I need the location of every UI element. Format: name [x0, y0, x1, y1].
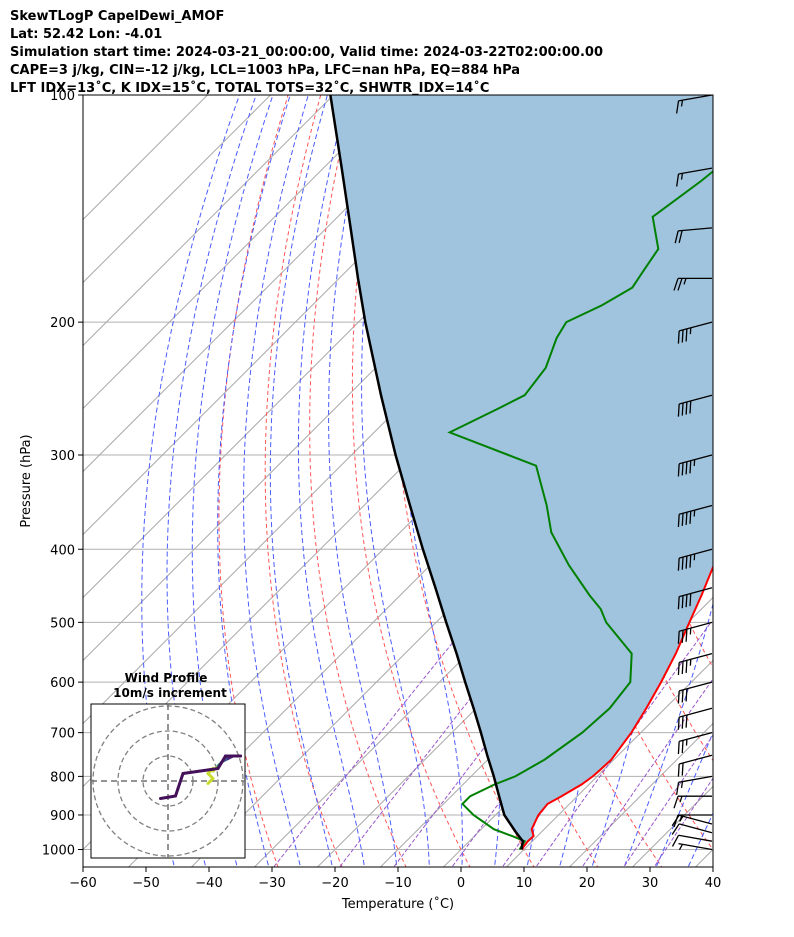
y-axis-ticks: 100 200 300 400 500 600 700 800 900 1000: [42, 89, 83, 859]
y-axis-label: Pressure (hPa): [19, 434, 34, 527]
wind-barb: [677, 548, 713, 571]
moist-adiabat-line: [687, 812, 713, 867]
wind-barb: [676, 167, 713, 187]
wind-barb: [677, 504, 713, 527]
wind-barbs: [671, 95, 713, 851]
dry-adiabat-line: [309, 95, 407, 867]
x-tick-label: 20: [579, 876, 596, 891]
mixing-ratio-line: [535, 622, 712, 867]
x-tick-label: −40: [195, 876, 222, 891]
wind-barb: [677, 587, 713, 610]
x-tick-label: 0: [457, 876, 465, 891]
moist-adiabat-line: [141, 95, 241, 867]
isotherm-line: [83, 95, 272, 284]
y-tick-label: 400: [50, 543, 75, 558]
wind-barb: [676, 775, 713, 795]
isotherm-line: [568, 722, 713, 867]
wind-barb: [677, 707, 713, 730]
chart-title-block: SkewTLogP CapelDewi_AMOF Lat: 52.42 Lon:…: [10, 8, 603, 98]
chart-title-line-4: CAPE=3 j/kg, CIN=-12 j/kg, LCL=1003 hPa,…: [10, 63, 521, 78]
wind-barb: [677, 621, 713, 644]
wind-barb: [671, 834, 713, 847]
y-tick-label: 500: [50, 616, 75, 631]
x-tick-label: 40: [705, 876, 722, 891]
y-tick-label: 1000: [42, 844, 75, 859]
isotherm-line: [505, 659, 713, 867]
y-tick-label: 600: [50, 676, 75, 691]
x-axis-ticks: −60 −50 −40 −30 −20 −10 0 10 20 30 40: [69, 867, 721, 891]
dry-adiabat-line: [351, 95, 471, 867]
moist-adiabat-line: [269, 95, 333, 867]
moist-adiabat-line: [191, 95, 274, 867]
wind-profile-inset: Wind Profile 10m/s increment: [90, 671, 246, 859]
temperature-series: [520, 564, 713, 851]
chart-title-line-1: SkewTLogP CapelDewi_AMOF: [10, 9, 225, 24]
x-tick-label: 30: [642, 876, 659, 891]
y-tick-label: 900: [50, 809, 75, 824]
hodograph-ring: [117, 730, 219, 832]
wind-barb: [673, 814, 712, 828]
wind-barb: [677, 321, 713, 344]
dry-adiabat-line: [742, 61, 794, 881]
x-tick-label: −50: [132, 876, 159, 891]
dry-adiabat-line: [774, 61, 794, 881]
chart-title-line-3: Simulation start time: 2024-03-21_00:00:…: [10, 45, 603, 60]
moist-adiabat-line: [217, 95, 291, 867]
x-tick-label: −60: [69, 876, 96, 891]
x-tick-label: −20: [321, 876, 348, 891]
moist-adiabat-line: [328, 95, 398, 867]
isotherm-line: [83, 95, 335, 347]
mixing-ratio-line: [653, 777, 713, 867]
isotherm-line: [83, 95, 209, 221]
x-tick-label: −30: [258, 876, 285, 891]
y-tick-label: 300: [50, 449, 75, 464]
moist-adiabat-line: [297, 95, 366, 867]
mixing-ratio-line: [273, 622, 470, 867]
wind-barb: [677, 652, 713, 676]
hodograph-segment: [176, 772, 185, 790]
wind-barb: [676, 95, 713, 114]
dry-adiabat-line: [264, 95, 343, 867]
dry-adiabat-line: [711, 95, 713, 111]
y-tick-label: 100: [50, 89, 75, 104]
chart-title-line-5: LFT IDX=13˚C, K IDX=15˚C, TOTAL TOTS=32˚…: [10, 81, 490, 96]
isotherm-line: [83, 95, 461, 473]
mixing-ratio-line: [623, 734, 713, 867]
inset-subtitle: 10m/s increment: [113, 686, 227, 700]
wind-barb: [677, 454, 713, 477]
dry-adiabat-line: [218, 95, 289, 867]
dewpoint-series: [447, 170, 713, 851]
wind-barb: [678, 842, 713, 851]
wind-barb: [677, 681, 713, 704]
wind-barb: [677, 731, 713, 755]
wind-barb: [673, 795, 712, 809]
chart-title-line-2: Lat: 52.42 Lon: -4.01: [10, 27, 163, 42]
hodograph-segment: [199, 767, 220, 773]
wind-barb: [671, 823, 713, 835]
isotherm-line: [745, 78, 794, 881]
hodograph-segment: [216, 754, 227, 770]
mixing-ratio-line: [339, 622, 531, 867]
hodograph-segment: [181, 769, 202, 775]
wind-barb: [674, 227, 713, 244]
moist-adiabat-line: [166, 95, 257, 867]
x-tick-label: 10: [516, 876, 533, 891]
moist-adiabat-line: [623, 95, 713, 867]
moist-adiabat-line: [361, 95, 430, 867]
y-tick-label: 800: [50, 770, 75, 785]
x-axis-label: Temperature (˚C): [341, 896, 454, 912]
isotherm-line: [83, 95, 398, 410]
y-tick-label: 200: [50, 316, 75, 331]
parcel-series: [329, 95, 525, 850]
moist-adiabat-line: [243, 95, 309, 867]
wind-barb: [677, 754, 713, 777]
cape-fill-area: [330, 95, 713, 850]
y-tick-label: 700: [50, 727, 75, 742]
wind-barb: [677, 394, 713, 417]
hodograph-segment: [159, 794, 177, 800]
wind-barb: [673, 277, 712, 291]
inset-title: Wind Profile: [125, 671, 208, 685]
x-tick-label: −10: [384, 876, 411, 891]
